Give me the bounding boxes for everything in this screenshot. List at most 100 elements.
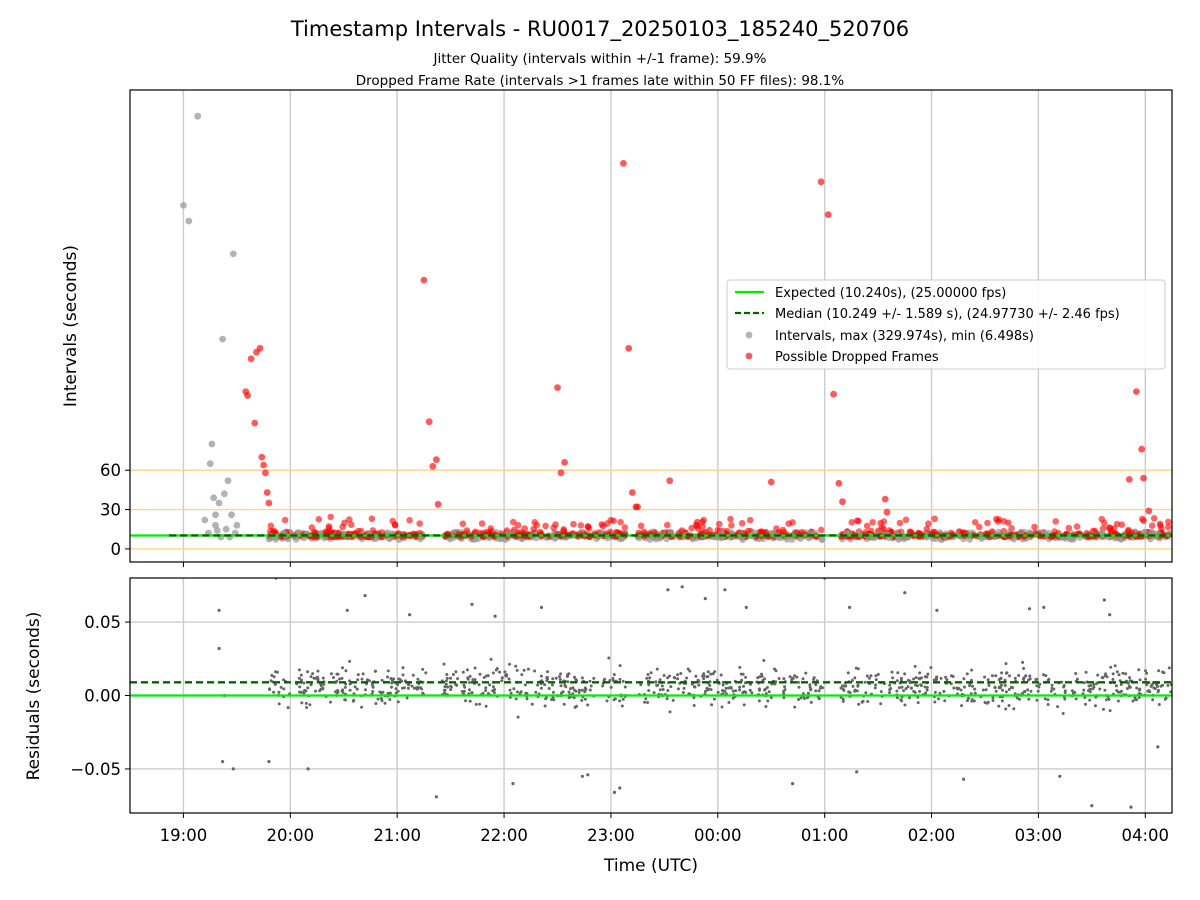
residual-point [522, 668, 526, 672]
residual-point [643, 700, 647, 704]
dropped-frame-point [341, 519, 348, 527]
residual-point [945, 678, 949, 682]
residual-point [765, 686, 769, 689]
residual-point [1036, 689, 1040, 693]
residual-point [738, 685, 742, 689]
interval-point [180, 202, 187, 209]
residual-point [1052, 687, 1056, 691]
dropped-frame-point [746, 516, 754, 524]
residual-point [983, 675, 987, 679]
residual-point [943, 699, 947, 703]
residual-point [277, 690, 281, 694]
dropped-frame-point [256, 344, 264, 352]
residual-point [856, 684, 860, 688]
residual-point [933, 700, 937, 704]
residual-point [1082, 681, 1086, 685]
dropped-frame-point [514, 521, 522, 529]
residual-point [986, 678, 990, 682]
interval-point [783, 536, 791, 543]
residual-point [899, 676, 903, 680]
dropped-frame-point [251, 419, 259, 427]
residual-point [764, 705, 768, 708]
residual-point [363, 594, 367, 598]
interval-point [206, 460, 214, 468]
residual-point [965, 699, 969, 703]
intervals-y-ticks: 0 30 60 [100, 461, 130, 559]
residual-point [500, 679, 504, 683]
residual-point [914, 683, 918, 687]
residual-point [577, 690, 581, 694]
residual-point [763, 688, 767, 692]
residual-point [1128, 679, 1132, 683]
residual-point [748, 688, 752, 692]
dropped-frame-point [542, 522, 549, 530]
residual-point [445, 673, 449, 676]
residual-point [621, 679, 625, 683]
x-tick-label: 22:00 [480, 826, 528, 845]
residual-point [1103, 674, 1107, 678]
residual-point [551, 695, 555, 699]
residual-point [1018, 697, 1021, 701]
residual-point [766, 699, 770, 703]
dropped-frame-point [1148, 522, 1156, 529]
residual-point [692, 685, 696, 689]
residual-point [888, 691, 891, 695]
residual-point [1004, 707, 1008, 711]
residual-point [799, 696, 803, 700]
residual-point [348, 688, 352, 692]
residual-point [721, 689, 724, 692]
residual-point [322, 682, 326, 686]
residual-point [795, 675, 799, 679]
residual-point [991, 699, 995, 702]
residual-point [380, 699, 384, 703]
residual-point [999, 686, 1002, 690]
residual-point [505, 673, 509, 677]
dropped-frame-point [521, 525, 528, 532]
dropped-frame-point [1150, 515, 1158, 522]
dropped-frame-point [406, 516, 413, 524]
residual-point [1037, 685, 1041, 689]
residual-point [706, 670, 710, 674]
dropped-frame-point [1118, 521, 1126, 528]
residual-point [445, 676, 449, 680]
residual-point [386, 669, 390, 673]
residual-point [1042, 605, 1046, 610]
residual-point [937, 697, 940, 701]
interval-point [194, 112, 202, 120]
residual-point [297, 676, 301, 680]
residual-point [973, 687, 977, 691]
residual-point [1115, 670, 1119, 674]
residual-point [332, 676, 335, 679]
residual-point [514, 664, 518, 668]
residual-point [551, 690, 555, 694]
residual-point [1028, 674, 1032, 678]
residual-point [697, 683, 701, 687]
residual-point [516, 715, 520, 719]
residual-point [1105, 698, 1108, 702]
residual-point [449, 684, 453, 688]
residual-point [1116, 699, 1120, 703]
dropped-frame-point [530, 525, 537, 533]
residual-point [311, 672, 315, 676]
residuals-y-tick-label: −0.05 [70, 760, 121, 779]
interval-point [222, 525, 230, 533]
residual-point [341, 691, 345, 694]
residual-point [1007, 688, 1011, 691]
dropped-frame-point [391, 521, 399, 528]
residual-point [874, 678, 878, 682]
residual-point [462, 689, 466, 693]
dropped-frame-point [925, 520, 932, 527]
residual-point [756, 676, 760, 680]
residual-point [1022, 667, 1026, 670]
residual-point [486, 692, 490, 695]
interval-point [718, 528, 726, 536]
residual-point [962, 677, 966, 681]
residual-point [960, 704, 964, 708]
dropped-frame-point [561, 459, 568, 466]
residual-point [341, 666, 344, 670]
x-axis-label: Time (UTC) [603, 856, 698, 876]
residual-point [666, 689, 670, 692]
residual-point [308, 703, 312, 707]
legend-dropped-swatch [745, 352, 753, 360]
